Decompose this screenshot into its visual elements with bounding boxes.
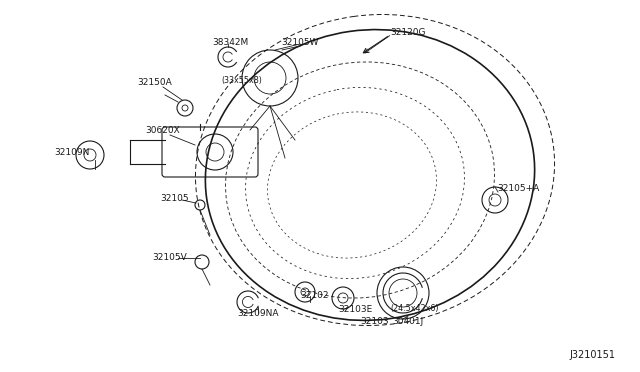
- Text: (33x55x8): (33x55x8): [221, 76, 262, 84]
- Text: 32150A: 32150A: [138, 77, 172, 87]
- Text: (24.5x42x6): (24.5x42x6): [391, 304, 439, 312]
- Text: 32120G: 32120G: [390, 28, 426, 36]
- Text: 32105V: 32105V: [152, 253, 188, 263]
- Text: 32105W: 32105W: [281, 38, 319, 46]
- Text: 32102: 32102: [301, 291, 329, 299]
- Text: 30620X: 30620X: [146, 125, 180, 135]
- Text: 38342M: 38342M: [212, 38, 248, 46]
- Text: 32109N: 32109N: [54, 148, 90, 157]
- Text: J3210151: J3210151: [569, 350, 615, 360]
- Text: 32103E: 32103E: [338, 305, 372, 314]
- Text: 32105: 32105: [161, 193, 189, 202]
- Text: 30401J: 30401J: [392, 317, 424, 327]
- Text: 32103: 32103: [361, 317, 389, 327]
- Text: 32109NA: 32109NA: [237, 310, 279, 318]
- Text: 32105+A: 32105+A: [497, 183, 540, 192]
